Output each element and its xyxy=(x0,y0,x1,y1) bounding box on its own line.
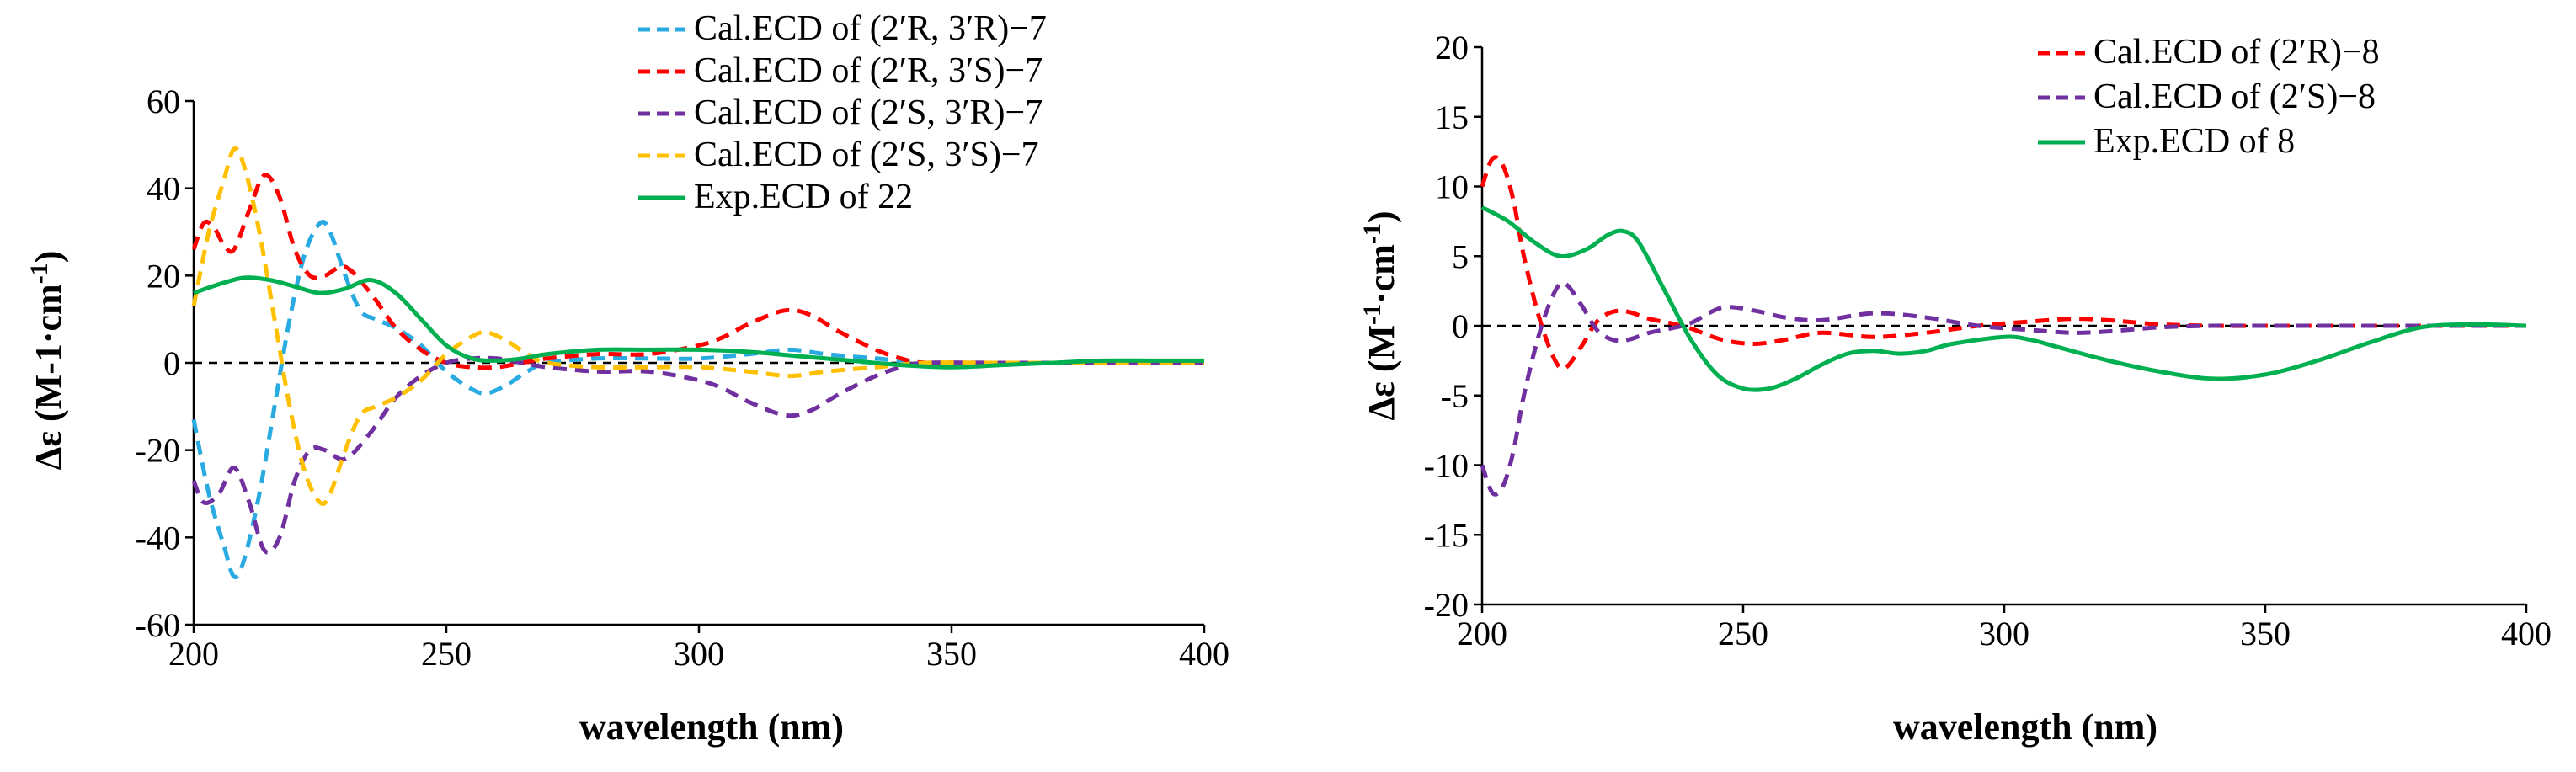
y-axis-title-left: Δε (M-1·cm-1) xyxy=(25,251,69,471)
svg-text:Δε (M-1·cm-1): Δε (M-1·cm-1) xyxy=(25,251,69,471)
legend-label: Cal.ECD of (2′R, 3′S)−7 xyxy=(694,51,1043,90)
series-line-left-5 xyxy=(193,275,1204,370)
x-tick-label: 350 xyxy=(926,635,977,673)
y-tick-label: 20 xyxy=(1435,29,1469,67)
legend-label: Cal.ECD of (2′R, 3′R)−7 xyxy=(694,9,1047,48)
svg-text:Δε (M-1·cm-1): Δε (M-1·cm-1) xyxy=(1358,210,1402,420)
y-tick-label: 10 xyxy=(1435,168,1469,206)
legend-item: Cal.ECD of (2′S, 3′S)−7 xyxy=(638,136,1039,174)
legend-right: Cal.ECD of (2′R)−8 Cal.ECD of (2′S)−8 Exp.… xyxy=(2038,33,2380,161)
legend-item: Cal.ECD of (2′S, 3′R)−7 xyxy=(638,93,1043,132)
x-tick-label: 300 xyxy=(674,635,724,673)
y-tick-label: -60 xyxy=(136,606,180,644)
y-tick-label: -20 xyxy=(1424,586,1469,624)
x-axis-title-right: wavelength (nm) xyxy=(1893,706,2157,748)
legend-item: Cal.ECD of (2′R, 3′R)−7 xyxy=(638,9,1047,48)
x-tick-label: 250 xyxy=(1718,615,1768,652)
x-tick-label: 400 xyxy=(1179,635,1229,673)
legend-item: Exp.ECD of 8 xyxy=(2038,122,2295,161)
y-axis-title-right-sup2: -1 xyxy=(1358,223,1386,244)
y-tick-label: -5 xyxy=(1441,377,1469,415)
y-tick-label: 5 xyxy=(1452,237,1469,275)
y-axis-title-right: Δε (M-1·cm-1) xyxy=(1358,210,1402,420)
legend-item: Exp.ECD of 22 xyxy=(638,178,913,216)
legend-item: Cal.ECD of (2′R)−8 xyxy=(2038,33,2380,72)
legend-item: Cal.ECD of (2′R, 3′S)−7 xyxy=(638,51,1043,90)
y-tick-label: 0 xyxy=(1452,307,1469,345)
series-line-left-4 xyxy=(191,146,1204,506)
series-line-left-3 xyxy=(191,355,1204,555)
y-axis-title-left-main: Δε (M-1·cm xyxy=(28,284,69,470)
chart-right: Δε (M-1·cm-1) wavelength (nm) Cal.ECD of… xyxy=(1358,29,2552,748)
y-axis-title-left-end: ) xyxy=(28,251,69,264)
y-tick-label: -10 xyxy=(1424,447,1469,485)
y-tick-label: 15 xyxy=(1435,98,1469,136)
y-tick-label: 0 xyxy=(163,344,180,382)
x-tick-label: 350 xyxy=(2240,615,2291,652)
y-tick-label: 20 xyxy=(147,257,180,295)
legend-label: Cal.ECD of (2′S)−8 xyxy=(2093,77,2376,116)
series-line-left-2 xyxy=(191,173,1204,370)
series-line-right-3 xyxy=(1480,205,2527,392)
y-axis-title-right-main: Δε (M xyxy=(1361,325,1402,421)
chart-left: Δε (M-1·cm-1) wavelength (nm) Cal.ECD of… xyxy=(25,9,1229,748)
legend-label: Exp.ECD of 22 xyxy=(694,178,913,216)
legend-label: Cal.ECD of (2′R)−8 xyxy=(2093,33,2380,72)
x-axis-title-left: wavelength (nm) xyxy=(579,706,844,748)
y-tick-label: 40 xyxy=(147,170,180,208)
y-tick-label: -15 xyxy=(1424,516,1469,554)
legend-label: Cal.ECD of (2′S, 3′S)−7 xyxy=(694,136,1039,174)
y-tick-label: 60 xyxy=(147,83,180,120)
legend-item: Cal.ECD of (2′S)−8 xyxy=(2038,77,2376,116)
x-tick-label: 400 xyxy=(2501,615,2552,652)
x-tick-label: 300 xyxy=(1979,615,2029,652)
x-tick-label: 200 xyxy=(168,635,219,673)
series-line-right-2 xyxy=(1480,280,2526,497)
y-axis-title-right-sup1: -1 xyxy=(1358,304,1386,325)
y-axis-title-right-mid: ·cm xyxy=(1361,244,1402,304)
series-line-left-1 xyxy=(191,220,1204,579)
legend-label: Cal.ECD of (2′S, 3′R)−7 xyxy=(694,93,1043,132)
x-tick-label: 250 xyxy=(421,635,472,673)
legend-label: Exp.ECD of 8 xyxy=(2093,122,2295,161)
y-axis-title-left-sup: -1 xyxy=(25,263,53,284)
x-tick-label: 200 xyxy=(1457,615,1507,652)
y-tick-label: -20 xyxy=(136,432,180,470)
y-axis-title-right-end: ) xyxy=(1361,210,1402,223)
y-tick-label: -40 xyxy=(136,519,180,556)
